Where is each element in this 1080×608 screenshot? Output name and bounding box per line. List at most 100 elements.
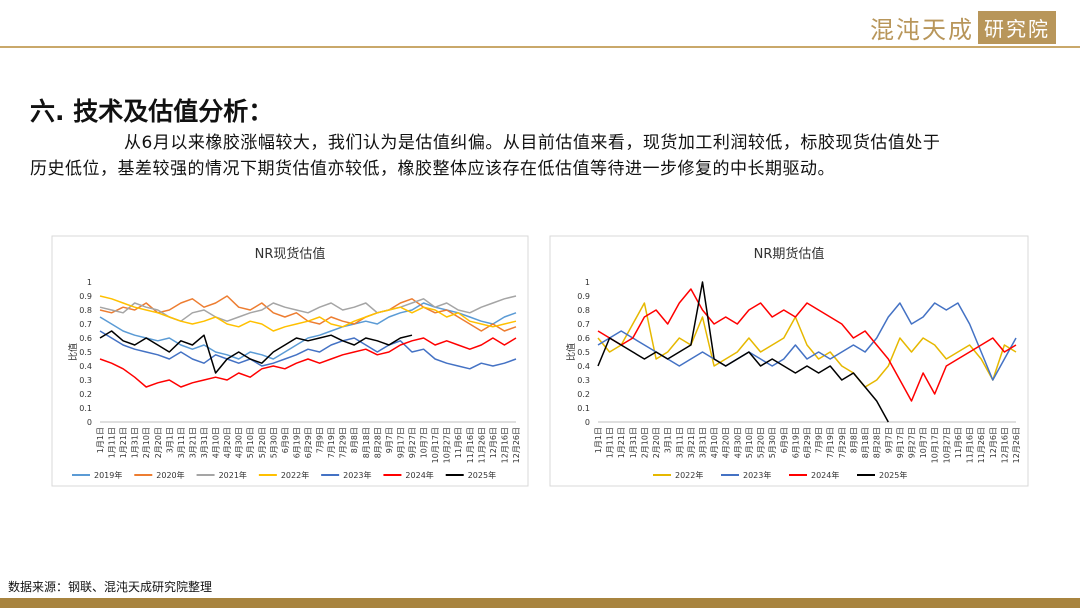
x-tick-label: 3月11日 [675, 427, 684, 458]
x-tick-label: 9月7日 [884, 427, 893, 453]
y-tick-label: 0.6 [577, 334, 590, 343]
paragraph-line: 从6月以来橡胶涨幅较大，我们认为是估值纠偏。从目前估值来看，现货加工利润较低，标… [124, 133, 941, 153]
y-tick-label: 1 [585, 278, 590, 287]
x-tick-label: 12月16日 [500, 427, 509, 463]
x-tick-label: 8月8日 [350, 427, 359, 453]
series-line [597, 288, 1017, 402]
x-tick-label: 1月1日 [594, 427, 603, 453]
logo-box: 研究院 [978, 11, 1056, 44]
x-tick-label: 4月20日 [722, 427, 731, 458]
y-tick-label: 0.2 [79, 390, 92, 399]
paragraph-line: 历史低位，基差较强的情况下期货估值亦较低，橡胶整体应该存在低估值等待进一步修复的… [30, 159, 835, 179]
x-tick-label: 11月6日 [954, 427, 963, 458]
y-tick-label: 0.5 [577, 348, 590, 357]
x-tick-label: 3月11日 [177, 427, 186, 458]
x-tick-label: 10月27日 [443, 427, 452, 463]
legend-label: 2021年 [219, 470, 247, 480]
x-tick-label: 3月31日 [699, 427, 708, 458]
x-tick-label: 5月20日 [258, 427, 267, 458]
x-tick-label: 4月30日 [235, 427, 244, 458]
x-tick-label: 3月21日 [188, 427, 197, 458]
y-tick-label: 0.9 [79, 292, 92, 301]
y-tick-label: 0 [585, 418, 590, 427]
x-tick-label: 5月30日 [768, 427, 777, 458]
y-tick-label: 0.3 [79, 376, 92, 385]
logo-text: 混沌天成 [870, 16, 974, 44]
chart-title: NR期货估值 [754, 246, 825, 262]
series-line [99, 295, 517, 332]
footer-bar [0, 598, 1080, 608]
legend-label: 2025年 [879, 470, 907, 480]
x-tick-label: 6月19日 [791, 427, 800, 458]
y-axis-label: 比值 [67, 343, 79, 361]
x-tick-label: 8月8日 [849, 427, 858, 453]
x-tick-label: 4月10日 [212, 427, 221, 458]
series-line [99, 330, 517, 370]
legend-label: 2024年 [405, 470, 433, 480]
x-tick-label: 2月10日 [142, 427, 151, 458]
x-tick-label: 1月21日 [119, 427, 128, 458]
x-tick-label: 10月17日 [431, 427, 440, 463]
x-tick-label: 8月28日 [373, 427, 382, 458]
x-tick-label: 11月26日 [977, 427, 986, 463]
y-tick-label: 0 [87, 418, 92, 427]
chart-frame [549, 235, 1029, 487]
y-tick-label: 0.1 [577, 404, 590, 413]
x-tick-label: 1月11日 [108, 427, 117, 458]
legend-label: 2020年 [156, 470, 184, 480]
x-tick-label: 7月29日 [838, 427, 847, 458]
x-tick-label: 12月26日 [1012, 427, 1021, 463]
y-tick-label: 0.7 [79, 320, 92, 329]
x-tick-label: 1月1日 [96, 427, 105, 453]
x-tick-label: 2月10日 [640, 427, 649, 458]
x-tick-label: 1月31日 [629, 427, 638, 458]
x-tick-label: 5月20日 [757, 427, 766, 458]
x-tick-label: 11月6日 [454, 427, 463, 458]
x-tick-label: 9月27日 [408, 427, 417, 458]
x-tick-label: 7月9日 [316, 427, 325, 453]
y-tick-label: 0.8 [577, 306, 590, 315]
x-tick-label: 11月16日 [966, 427, 975, 463]
y-axis-label: 比值 [565, 343, 577, 361]
x-tick-label: 3月1日 [165, 427, 174, 453]
x-tick-label: 2月20日 [154, 427, 163, 458]
x-tick-label: 9月17日 [396, 427, 405, 458]
x-tick-label: 7月29日 [339, 427, 348, 458]
x-tick-label: 12月26日 [512, 427, 521, 463]
x-tick-label: 11月16日 [466, 427, 475, 463]
x-tick-label: 7月9日 [815, 427, 824, 453]
y-tick-label: 0.4 [577, 362, 590, 371]
x-tick-label: 1月11日 [606, 427, 615, 458]
series-line [99, 330, 413, 374]
x-tick-label: 4月30日 [733, 427, 742, 458]
legend-label: 2019年 [94, 470, 122, 480]
x-tick-label: 7月19日 [826, 427, 835, 458]
paragraph: 从6月以来橡胶涨幅较大，我们认为是估值纠偏。从目前估值来看，现货加工利润较低，标… [30, 130, 940, 182]
series-line [597, 281, 889, 423]
x-tick-label: 5月10日 [246, 427, 255, 458]
x-tick-label: 6月9日 [780, 427, 789, 453]
x-tick-label: 10月7日 [420, 427, 429, 458]
x-tick-label: 9月27日 [908, 427, 917, 458]
legend-label: 2023年 [343, 470, 371, 480]
legend-label: 2022年 [675, 470, 703, 480]
x-tick-label: 6月29日 [803, 427, 812, 458]
x-tick-label: 3月21日 [687, 427, 696, 458]
source-note: 数据来源：钢联、混沌天成研究院整理 [8, 580, 213, 594]
x-tick-label: 6月19日 [292, 427, 301, 458]
x-tick-label: 6月29日 [304, 427, 313, 458]
y-tick-label: 0.9 [577, 292, 590, 301]
series-line [597, 302, 1017, 388]
chart-title: NR现货估值 [255, 246, 326, 262]
x-tick-label: 5月10日 [745, 427, 754, 458]
x-tick-label: 10月17日 [931, 427, 940, 463]
x-tick-label: 10月7日 [919, 427, 928, 458]
y-tick-label: 0.7 [577, 320, 590, 329]
legend-label: 2022年 [281, 470, 309, 480]
x-tick-label: 4月10日 [710, 427, 719, 458]
y-tick-label: 0.4 [79, 362, 92, 371]
x-tick-label: 5月30日 [269, 427, 278, 458]
x-tick-label: 10月27日 [942, 427, 951, 463]
series-line [99, 337, 517, 388]
